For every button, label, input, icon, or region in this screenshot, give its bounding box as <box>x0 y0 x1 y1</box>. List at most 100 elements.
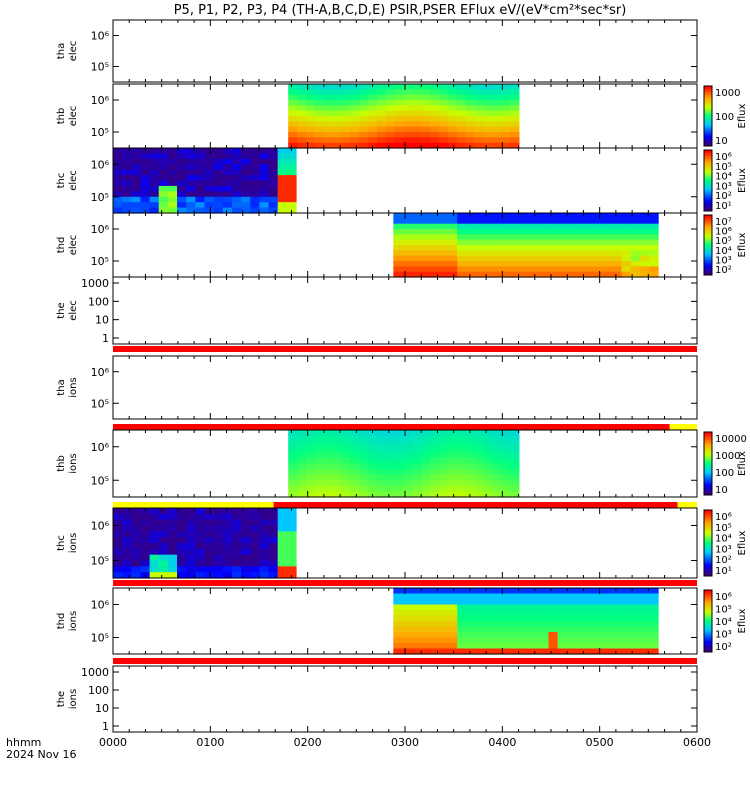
spectrogram-cell <box>350 89 360 96</box>
spectrogram-cell <box>411 261 422 267</box>
spectrogram-cell <box>314 463 325 470</box>
spectrogram-cell <box>213 180 224 187</box>
spectrogram-cell <box>412 435 422 442</box>
spectrogram-cell <box>566 588 577 595</box>
panel-label-species: ions <box>68 689 79 709</box>
spectrogram-cell <box>350 110 360 117</box>
spectrogram-cell <box>512 632 522 639</box>
spectrogram-cell <box>630 223 641 230</box>
spectrogram-cell <box>447 132 458 138</box>
spectrogram-cell <box>140 185 151 192</box>
spectrogram-cell <box>286 175 297 182</box>
colorbar-swatch <box>704 218 712 220</box>
colorbar-swatch <box>704 225 712 228</box>
spectrogram-cell <box>438 599 449 606</box>
spectrogram-cell <box>621 621 632 628</box>
spectrogram-cell <box>557 250 568 257</box>
spectrogram-cell <box>566 239 577 246</box>
spectrogram-cell <box>204 153 215 160</box>
colorbar-swatch <box>704 617 712 620</box>
spectrogram-cell <box>393 599 404 606</box>
colorbar-swatch <box>704 488 712 491</box>
spectrogram-cell <box>448 234 458 241</box>
spectrogram-cell <box>438 648 449 655</box>
spectrogram-cell <box>603 213 614 219</box>
spectrogram-cell <box>158 175 169 182</box>
spectrogram-cell <box>510 105 520 112</box>
colorbar-swatch <box>704 186 712 189</box>
spectrogram-cell <box>438 637 449 644</box>
spectrogram-cell <box>385 491 396 498</box>
spectrogram-cell <box>466 213 477 219</box>
spectrogram-cell <box>286 554 297 562</box>
spectrogram-cell <box>594 632 604 639</box>
spectrogram-cell <box>448 255 458 262</box>
spectrogram-cell <box>149 560 160 567</box>
spectrogram-cell <box>621 255 632 262</box>
colorbar-swatch <box>704 116 712 118</box>
spectrogram-cell <box>376 100 387 106</box>
spectrogram-cell <box>594 271 604 278</box>
spectrogram-cell <box>368 116 378 122</box>
colorbar-swatch <box>704 215 712 217</box>
spectrogram-cell <box>512 610 522 617</box>
spectrogram-cell <box>475 593 486 600</box>
spectrogram-cell <box>393 223 404 230</box>
spectrogram-cell <box>204 207 215 214</box>
spectrogram-cell <box>530 599 540 606</box>
spectrogram-cell <box>447 110 458 117</box>
spectrogram-cell <box>447 105 458 112</box>
y-tick-label: 10⁶ <box>91 366 110 379</box>
spectrogram-cell <box>305 435 316 442</box>
spectrogram-cell <box>222 175 233 182</box>
spectrogram-cell <box>222 207 233 214</box>
spectrogram-cell <box>177 548 187 556</box>
colorbar-swatch <box>704 156 712 159</box>
spectrogram-cell <box>376 89 387 96</box>
panel-label-probe: thc <box>56 535 67 551</box>
spectrogram-cell <box>393 218 404 225</box>
colorbar-swatch <box>704 557 712 560</box>
spectrogram-cell <box>376 137 387 144</box>
spectrogram-cell <box>359 132 369 138</box>
panel-frame <box>112 276 698 345</box>
colorbar-swatch <box>704 599 712 602</box>
spectrogram-cell <box>639 234 650 241</box>
spectrogram-cell <box>548 223 559 230</box>
spectrogram-cell <box>385 480 396 487</box>
spectrogram-cell <box>512 255 522 262</box>
spectrogram-cell <box>456 121 467 128</box>
spectrogram-cell <box>376 142 387 149</box>
spectrogram-cell <box>448 239 458 246</box>
spectrogram-cell <box>439 142 449 149</box>
spectrogram-cell <box>465 480 476 487</box>
spectrogram-cell <box>222 525 233 532</box>
spectrogram-cell <box>231 508 242 515</box>
spectrogram-cell <box>259 164 270 171</box>
spectrogram-cell <box>332 485 343 493</box>
colorbar-swatch <box>704 621 712 624</box>
spectrogram-cell <box>483 491 493 498</box>
colorbar-swatch <box>704 562 712 565</box>
spectrogram-cell <box>539 643 550 650</box>
colorbar-swatch <box>704 92 712 94</box>
spectrogram-cell <box>439 446 449 453</box>
spectrogram-cell <box>113 191 123 198</box>
spectrogram-cell <box>213 158 224 165</box>
colorbar-frame <box>703 509 713 577</box>
spectrogram-cell <box>585 610 595 617</box>
colorbar-tick-label: 10² <box>715 265 732 276</box>
spectrogram-cell <box>314 105 325 112</box>
spectrogram-cell <box>204 537 215 544</box>
spectrogram-cell <box>393 604 404 611</box>
spectrogram-cell <box>603 239 614 246</box>
spectrogram-cell <box>277 148 288 155</box>
spectrogram-cell <box>149 566 160 573</box>
panel-frame <box>112 665 698 733</box>
spectrogram-cell <box>483 446 493 453</box>
spectrogram-cell <box>585 643 595 650</box>
spectrogram-cell <box>288 142 298 149</box>
spectrogram-cell <box>231 537 242 544</box>
spectrogram-cell <box>167 513 178 521</box>
